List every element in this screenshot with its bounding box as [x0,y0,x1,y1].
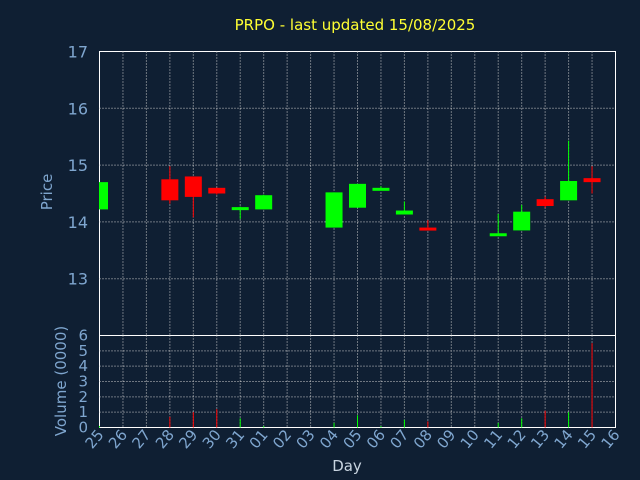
candle-body [583,178,601,183]
volume-tick-label: 2 [78,388,88,406]
volume-axis-label: Volume (0000) [52,326,70,436]
x-tick-label: 10 [457,426,483,452]
x-tick-label: 12 [504,426,530,452]
volume-tick-label: 5 [78,342,88,360]
x-tick-label: 09 [433,426,459,452]
volume-tick-label: 1 [78,403,88,421]
x-tick-label: 31 [222,426,248,452]
candles [99,140,601,237]
x-tick-label: 27 [128,426,154,452]
candle-body [536,199,554,206]
price-tick-label: 17 [68,43,88,62]
price-tick-label: 16 [68,99,88,118]
x-axis-ticks: 2526272829303101020304050607080910111213… [82,426,624,452]
candle-body [372,187,390,191]
candle-body [184,176,202,197]
x-tick-label: 04 [316,426,342,452]
x-tick-label: 15 [574,426,600,452]
x-tick-label: 14 [551,426,577,452]
candle-body [419,227,437,231]
x-tick-label: 26 [105,426,131,452]
candle-body [161,179,179,201]
candle-body [395,210,413,215]
candle-body [255,195,273,210]
volume-tick-label: 0 [78,419,88,437]
candle-body [349,183,366,208]
candle-body [99,182,108,210]
x-tick-label: 01 [246,426,272,452]
x-axis-label: Day [332,457,362,475]
x-tick-label: 07 [386,426,412,452]
candle-body [560,181,578,201]
x-tick-label: 06 [363,426,389,452]
x-tick-label: 16 [598,426,624,452]
x-tick-label: 11 [480,426,506,452]
x-tick-label: 08 [410,426,436,452]
price-tick-label: 13 [68,270,88,289]
volume-tick-label: 3 [78,373,88,391]
price-tick-label: 15 [68,156,88,175]
x-tick-label: 13 [527,426,553,452]
volume-tick-label: 4 [78,357,88,375]
candle-body [489,233,507,237]
x-tick-label: 30 [199,426,225,452]
candle-body [325,192,343,228]
x-tick-label: 29 [175,426,201,452]
x-tick-label: 03 [293,426,319,452]
price-axis-label: Price [38,174,56,211]
price-tick-label: 14 [68,213,88,232]
candle-body [513,211,531,231]
volume-bars [99,343,593,428]
price-panel: 13 14 15 16 17 [68,43,616,336]
x-tick-label: 05 [340,426,366,452]
candle-body [208,187,226,194]
candle-body [231,207,249,211]
x-tick-label: 28 [152,426,178,452]
price-axis-ticks: 13 14 15 16 17 [68,43,88,289]
x-tick-label: 02 [269,426,295,452]
volume-grid [99,335,616,428]
volume-tick-label: 6 [78,327,88,345]
chart-title: PRPO - last updated 15/08/2025 [235,16,476,34]
